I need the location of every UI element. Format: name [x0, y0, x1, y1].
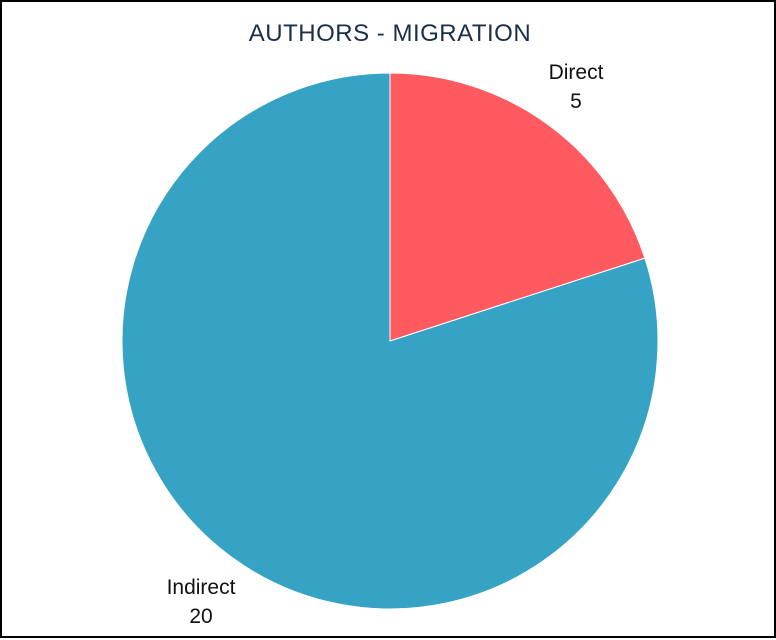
- pie-slice-indirect: [121, 72, 659, 610]
- data-label-direct-value: 5: [570, 90, 582, 113]
- chart-title: AUTHORS - MIGRATION: [248, 20, 532, 47]
- data-label-indirect-name: Indirect: [167, 576, 236, 599]
- data-label-direct-name: Direct: [549, 61, 604, 84]
- pie-slice-direct: [389, 72, 646, 342]
- data-label-indirect-value: 20: [189, 605, 212, 628]
